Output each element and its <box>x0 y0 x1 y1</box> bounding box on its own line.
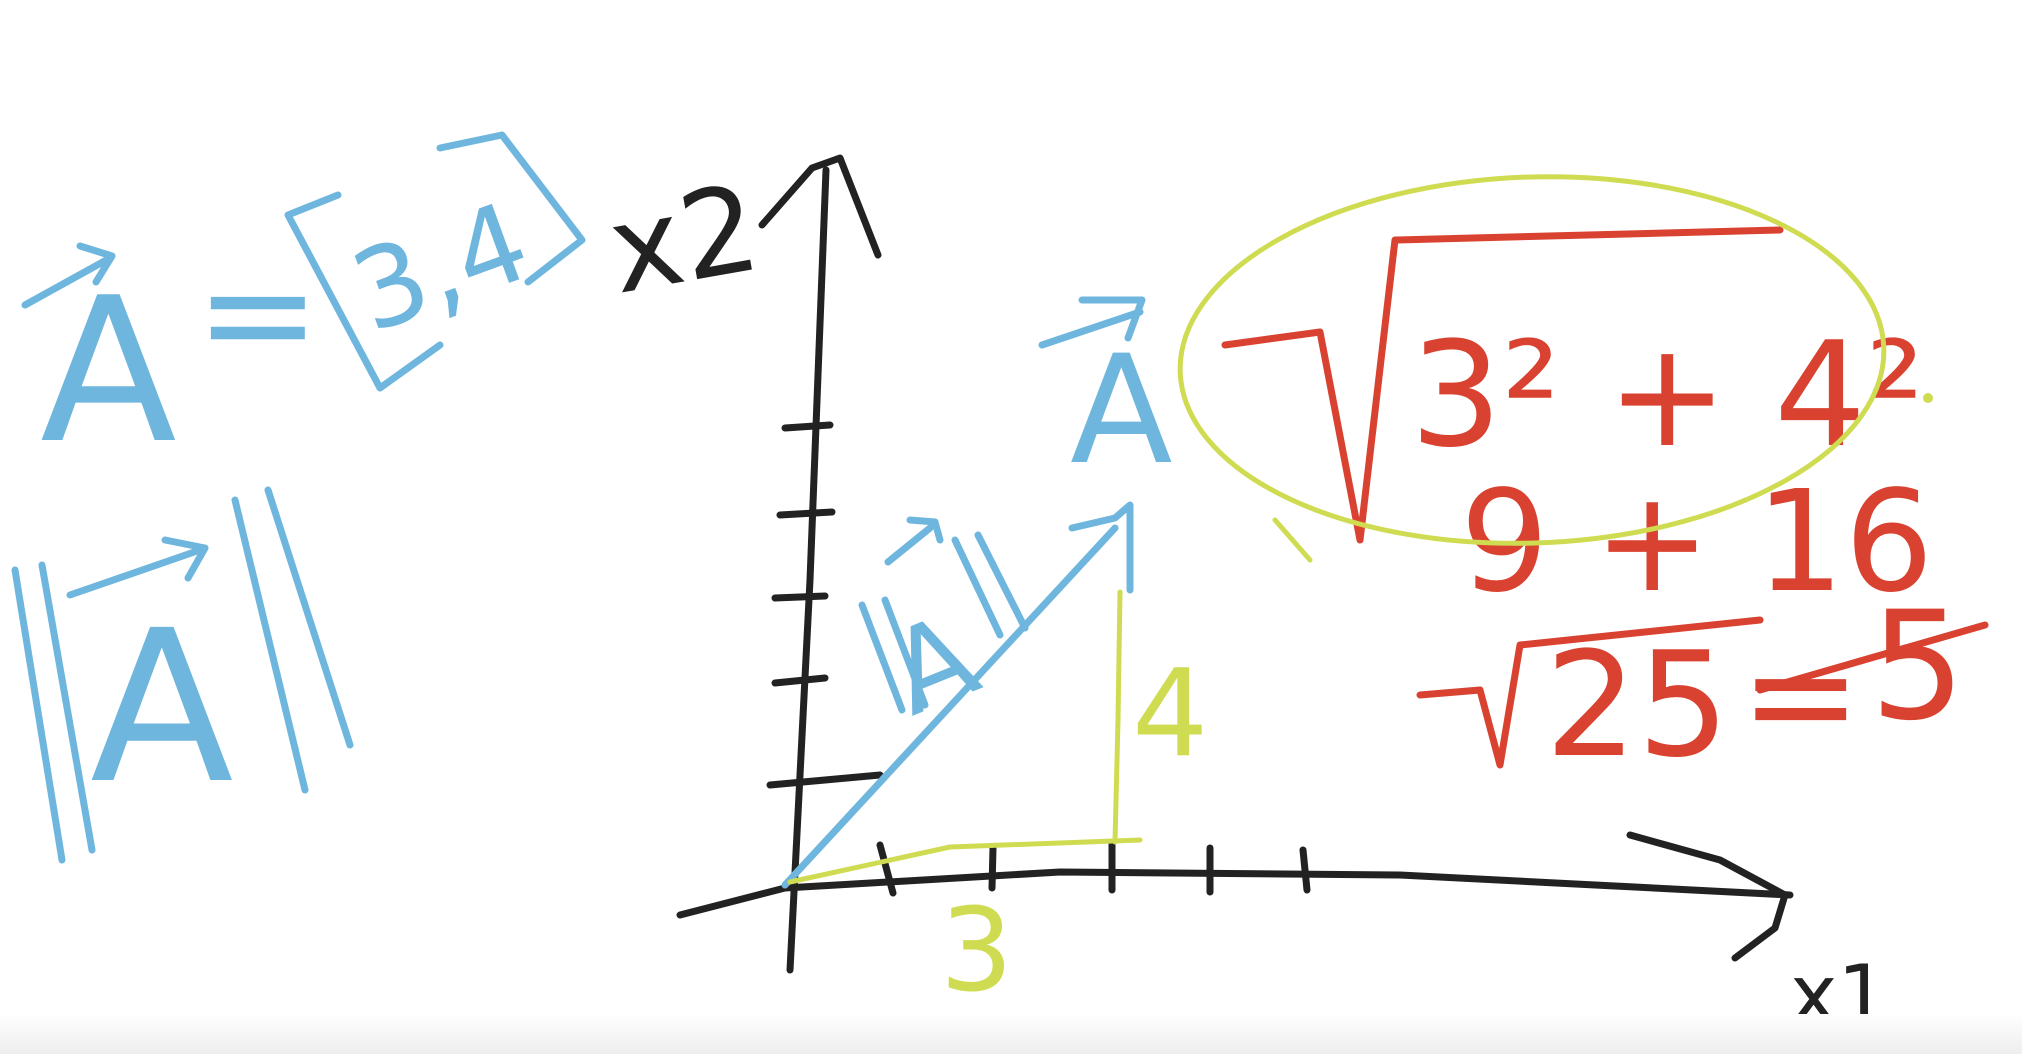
bottom-fade <box>0 1014 2022 1054</box>
x2-tick <box>776 508 836 519</box>
x2-axis <box>786 166 830 974</box>
sum-of-squares: 3² + 4² <box>1410 311 1924 480</box>
equals-sign: = <box>1740 611 1862 780</box>
x1-tick <box>876 841 897 897</box>
norm-definition-symbol: A <box>90 585 234 830</box>
x1-axis-arrowhead <box>1626 831 1789 962</box>
vector-definition-equals: = <box>195 227 321 401</box>
vector-a-label: A <box>1070 324 1173 498</box>
radicand-value: 25 <box>1545 621 1730 790</box>
norm-label-bars <box>858 531 1029 714</box>
highlight-ellipse <box>1177 174 1887 546</box>
vector-definition: A = 3,4 <box>21 131 586 488</box>
vector-a-line <box>781 524 1119 889</box>
vector-components: 3,4 <box>337 177 545 357</box>
x1-tick <box>1299 846 1311 894</box>
x-component-label: 3 <box>940 884 1013 1018</box>
vector-components-drawing: 3 4 <box>787 589 1208 1018</box>
x2-tick <box>771 674 829 687</box>
norm-right-bars <box>231 486 354 794</box>
x2-tick <box>781 421 834 432</box>
x1-tick <box>988 844 997 892</box>
magnitude-result: 5 <box>1870 580 1965 754</box>
norm-left-bars <box>11 561 96 864</box>
vector-definition-arrow <box>21 242 116 309</box>
x1-ticks <box>876 839 1311 897</box>
norm-definition-arrow <box>66 536 209 599</box>
x2-ticks <box>766 421 884 789</box>
highlight-tail <box>1272 517 1313 563</box>
vector-a-label-arrow <box>1038 296 1146 349</box>
vector-a: A A <box>781 296 1173 889</box>
x-component-line <box>787 837 1143 885</box>
right-bracket <box>436 131 586 286</box>
coordinate-axes: x2 x1 <box>599 154 1888 1041</box>
x2-tick <box>766 771 884 789</box>
highlight-circle <box>1177 174 1933 563</box>
y-component-label: 4 <box>1132 645 1208 784</box>
norm-label-arrow <box>884 516 944 566</box>
big-radical <box>1221 226 1784 544</box>
x2-axis-label: x2 <box>599 159 768 321</box>
x2-axis-arrowhead <box>758 154 882 259</box>
small-radical <box>1416 616 1764 769</box>
pen-dot <box>1923 393 1933 403</box>
magnitude-calculation: 3² + 4² 9 + 16 25 = 5 <box>1221 226 1989 790</box>
y-component-line <box>1112 589 1123 845</box>
vector-a-arrowhead <box>1068 501 1134 594</box>
norm-definition: A <box>11 486 354 864</box>
result-underline <box>1756 621 1989 694</box>
x1-axis <box>676 868 1794 919</box>
x2-tick <box>771 592 829 602</box>
left-bracket <box>284 191 444 392</box>
vector-definition-symbol: A <box>40 255 177 488</box>
